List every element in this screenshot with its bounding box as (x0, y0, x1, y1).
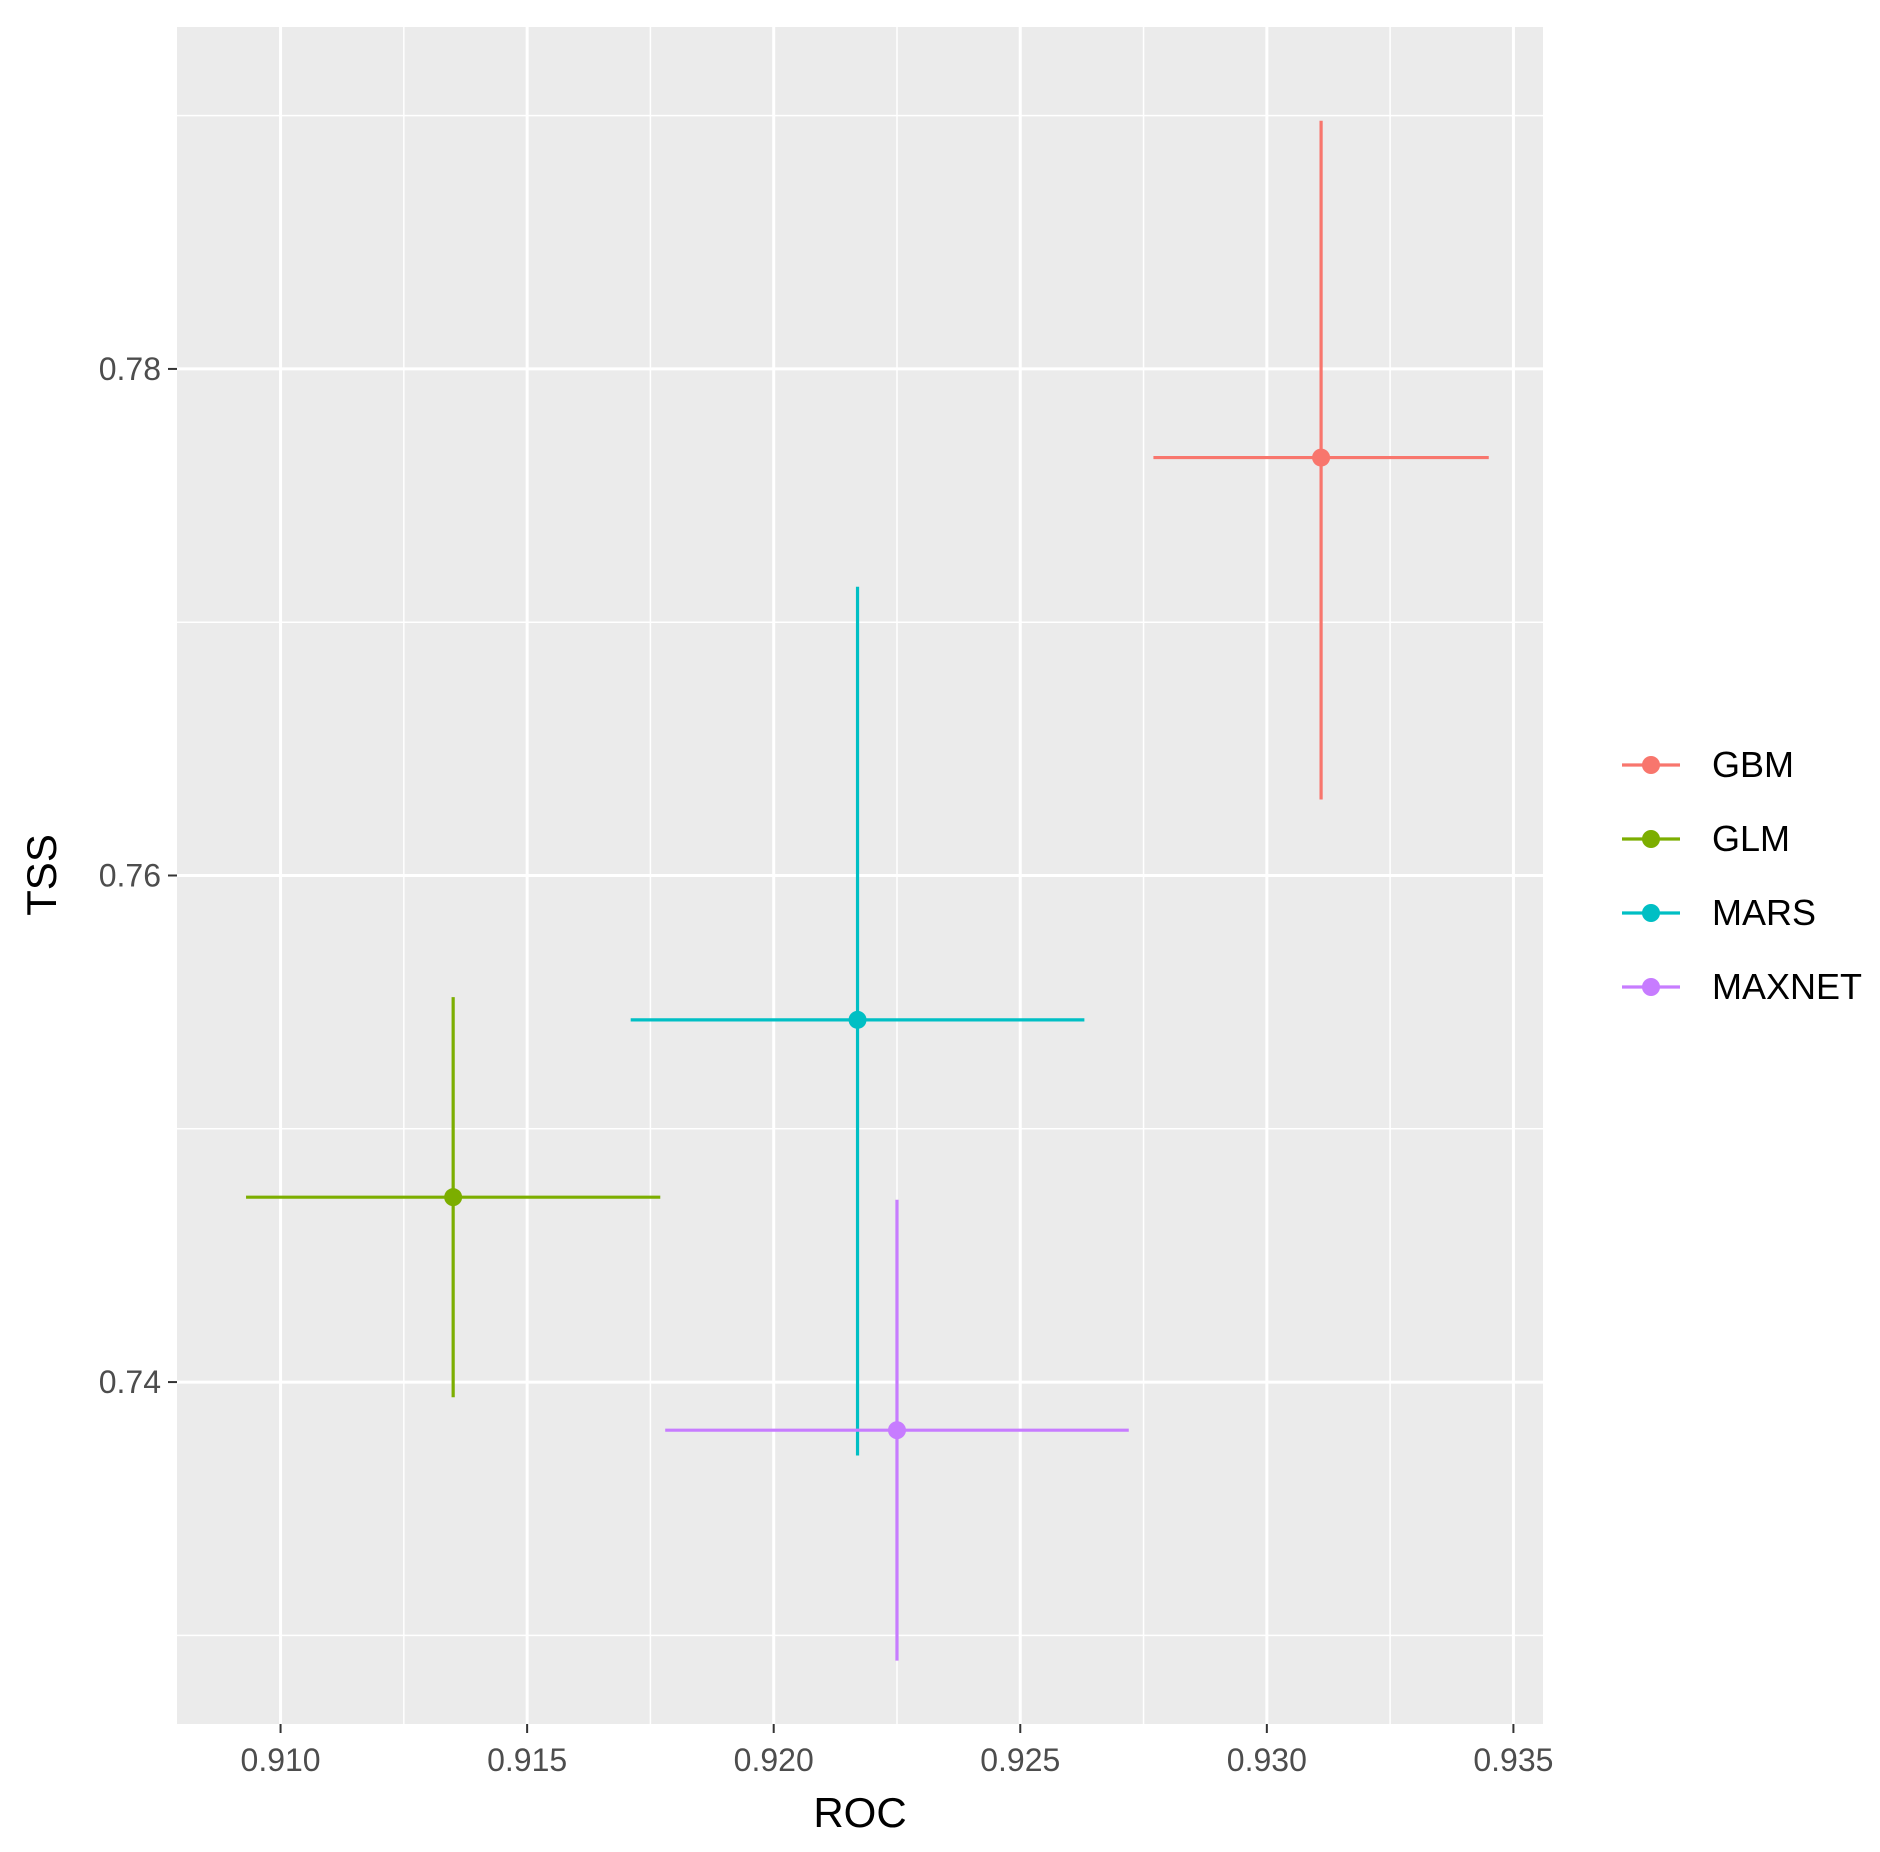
point-glm (444, 1188, 463, 1207)
x-tick-label: 0.910 (241, 1742, 321, 1778)
legend: GBM GLM MARS MAXNET (1622, 744, 1862, 1007)
point-maxnet (887, 1421, 906, 1440)
y-tick-labels: 0.74 0.76 0.78 (99, 351, 161, 1400)
legend-label: GBM (1712, 744, 1794, 785)
series-maxnet (665, 1199, 1129, 1661)
x-tick-labels: 0.910 0.915 0.920 0.925 0.930 0.935 (241, 1742, 1554, 1778)
legend-label: GLM (1712, 818, 1790, 859)
series-mars (630, 586, 1085, 1456)
legend-key-point (1642, 756, 1660, 774)
axis-ticks (168, 367, 1515, 1733)
x-axis-title: ROC (813, 1789, 906, 1836)
legend-item-gbm: GBM (1622, 744, 1794, 785)
legend-key-point (1642, 978, 1660, 996)
legend-item-maxnet: MAXNET (1622, 966, 1862, 1007)
point-gbm (1312, 448, 1331, 467)
legend-label: MARS (1712, 892, 1816, 933)
x-tick-label: 0.930 (1227, 1742, 1307, 1778)
series-glm (246, 997, 661, 1398)
point-mars (848, 1010, 867, 1029)
y-tick-label: 0.78 (99, 351, 161, 387)
x-tick-label: 0.915 (487, 1742, 567, 1778)
x-tick-label: 0.920 (734, 1742, 814, 1778)
data-marks (246, 120, 1489, 1661)
y-tick-label: 0.74 (99, 1364, 161, 1400)
x-tick-label: 0.935 (1473, 1742, 1553, 1778)
x-tick-label: 0.925 (980, 1742, 1060, 1778)
legend-item-glm: GLM (1622, 818, 1790, 859)
major-gridlines (177, 27, 1543, 1724)
series-gbm (1153, 120, 1489, 800)
y-axis-title: TSS (18, 834, 65, 916)
legend-key-point (1642, 830, 1660, 848)
legend-label: MAXNET (1712, 966, 1862, 1007)
y-tick-label: 0.76 (99, 858, 161, 894)
legend-key-point (1642, 904, 1660, 922)
legend-item-mars: MARS (1622, 892, 1816, 933)
